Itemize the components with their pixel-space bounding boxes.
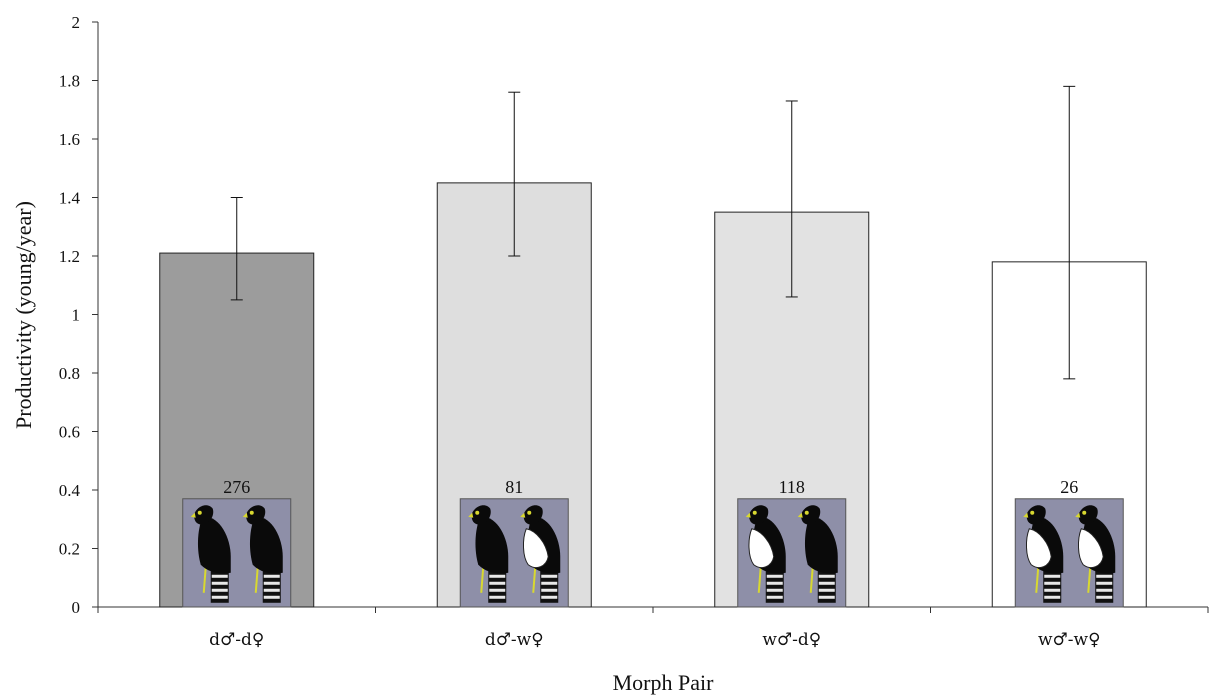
dark-falcon-icon — [242, 505, 283, 603]
y-axis-ticks: 0 0.2 0.4 0.6 0.8 1 1.2 1.4 1.6 1.8 2 — [59, 13, 98, 617]
white-falcon-icon — [745, 505, 786, 603]
bar-series — [159, 182, 1147, 608]
category-label: d♂-d♀ — [209, 630, 264, 650]
white-falcon-icon — [520, 505, 561, 603]
y-tick-label: 0.4 — [59, 481, 81, 500]
y-tick-label: 0.6 — [59, 423, 80, 442]
category-label: w♂-w♀ — [1038, 630, 1101, 650]
error-bar-2 — [508, 91, 521, 257]
sample-size-label: 118 — [779, 477, 805, 497]
white-falcon-icon — [1075, 505, 1116, 603]
y-tick-label: 0.2 — [59, 540, 80, 559]
sample-size-label: 276 — [223, 477, 250, 497]
error-bars — [230, 85, 1076, 380]
category-label: w♂-d♀ — [762, 630, 821, 650]
dark-falcon-icon — [468, 505, 509, 603]
sample-size-label: 26 — [1060, 477, 1078, 497]
y-tick-label: 1.2 — [59, 247, 80, 266]
x-axis-ticks — [97, 607, 1209, 613]
sample-size-label: 81 — [505, 477, 523, 497]
falcon-morph-icons — [182, 498, 1124, 608]
y-tick-label: 1.6 — [59, 130, 80, 149]
dark-falcon-icon — [797, 505, 838, 603]
y-axis-title: Productivity (young/year) — [11, 201, 36, 429]
error-bar-3 — [785, 100, 798, 298]
error-bar-4 — [1063, 85, 1076, 380]
y-tick-label: 2 — [72, 13, 81, 32]
category-label: d♂-w♀ — [485, 630, 544, 650]
y-tick-label: 0 — [72, 598, 81, 617]
dark-falcon-icon — [190, 505, 231, 603]
y-tick-label: 1.8 — [59, 72, 80, 91]
y-tick-label: 0.8 — [59, 364, 80, 383]
white-falcon-icon — [1023, 505, 1064, 603]
y-tick-label: 1.4 — [59, 189, 81, 208]
x-axis-title: Morph Pair — [613, 670, 715, 695]
sample-size-labels: 276 81 118 26 — [223, 477, 1078, 497]
y-tick-label: 1 — [72, 306, 81, 325]
error-bar-1 — [230, 197, 243, 301]
category-labels: d♂-d♀ d♂-w♀ w♂-d♀ w♂-w♀ — [209, 630, 1100, 650]
